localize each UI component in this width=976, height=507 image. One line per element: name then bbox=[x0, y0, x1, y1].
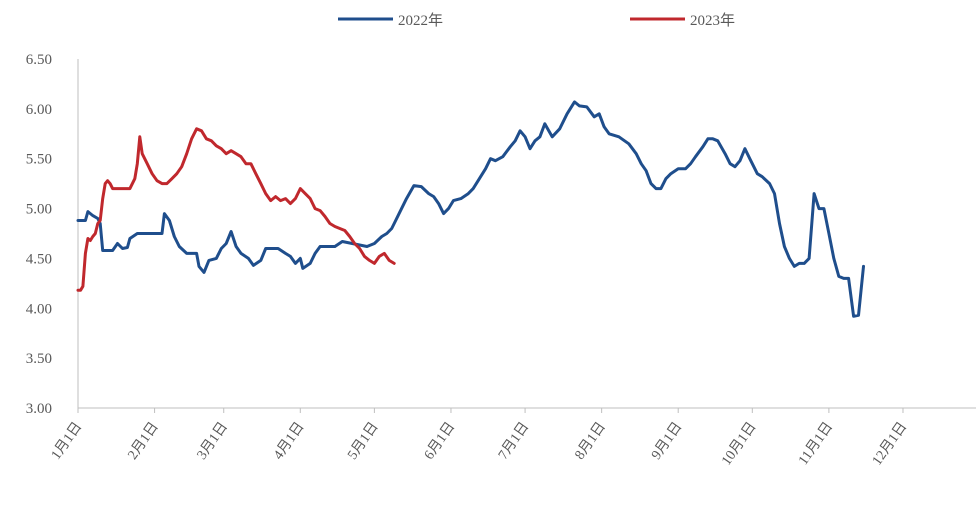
y-tick-label: 5.00 bbox=[26, 202, 52, 218]
series-line-2022 bbox=[76, 100, 865, 318]
x-tick-label: 12月1日 bbox=[869, 419, 910, 468]
series-line-2023 bbox=[76, 127, 396, 292]
x-tick-label: 4月1日 bbox=[270, 419, 307, 463]
x-tick-label: 2月1日 bbox=[125, 419, 162, 463]
y-tick-label: 3.50 bbox=[26, 351, 52, 367]
y-tick-label: 6.00 bbox=[26, 102, 52, 118]
x-tick-labels: 1月1日 2月1日 3月1日 4月1日 5月1日 6月1日 7月1日 8月1日 9月1日 10月1… bbox=[48, 408, 910, 468]
x-tick-label: 5月1日 bbox=[344, 419, 381, 463]
legend-label-2022: 2022年 bbox=[398, 12, 443, 29]
x-tick-label: 8月1日 bbox=[572, 419, 609, 463]
x-tick-label: 11月1日 bbox=[795, 419, 836, 468]
y-tick-label: 5.50 bbox=[26, 152, 52, 168]
y-tick-label: 4.00 bbox=[26, 301, 52, 317]
y-tick-label: 4.50 bbox=[26, 251, 52, 267]
y-tick-labels: 3.00 3.50 4.00 4.50 5.00 5.50 6.00 6.50 bbox=[26, 52, 52, 417]
legend: 2022年 2023年 bbox=[338, 12, 735, 29]
legend-label-2023: 2023年 bbox=[690, 12, 735, 29]
x-tick-label: 1月1日 bbox=[48, 419, 85, 463]
y-tick-label: 6.50 bbox=[26, 52, 52, 68]
x-tick-label: 10月1日 bbox=[718, 419, 759, 468]
x-tick-label: 9月1日 bbox=[648, 419, 685, 463]
x-tick-label: 7月1日 bbox=[495, 419, 532, 463]
x-tick-label: 6月1日 bbox=[421, 419, 458, 463]
series-lines bbox=[76, 100, 865, 318]
y-tick-label: 3.00 bbox=[26, 401, 52, 417]
x-tick-label: 3月1日 bbox=[194, 419, 231, 463]
